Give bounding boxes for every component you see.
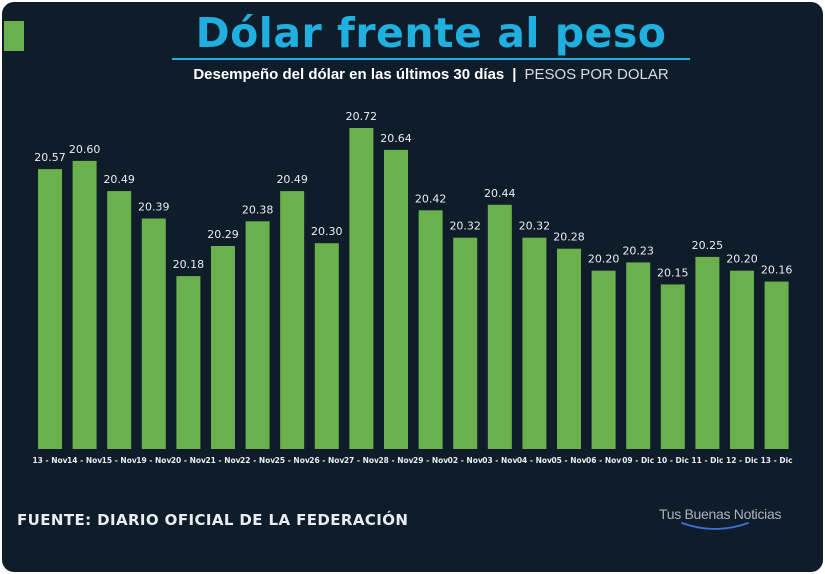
chart-subtitle: Desempeño del dólar en las últimos 30 dí… xyxy=(162,64,700,86)
chart-title: Dólar frente al peso xyxy=(195,9,667,57)
value-label: 20.57 xyxy=(34,151,66,164)
category-label: 11 - Dic xyxy=(691,456,723,465)
category-label: 02 - Nov xyxy=(448,456,483,465)
bar-1 xyxy=(38,169,62,449)
bar-3 xyxy=(107,191,132,449)
title-underline xyxy=(172,58,690,60)
category-label: 20 - Nov xyxy=(171,456,206,465)
value-label: 20.16 xyxy=(761,264,793,277)
value-label: 20.49 xyxy=(103,173,135,186)
bar-17 xyxy=(591,270,616,449)
bar-16 xyxy=(557,248,581,449)
category-label: 28 - Nov xyxy=(378,456,413,465)
bar-14 xyxy=(487,204,512,449)
bar-11 xyxy=(384,149,408,449)
value-label: 20.29 xyxy=(207,228,239,241)
value-label: 20.15 xyxy=(657,266,689,279)
bar-10 xyxy=(349,128,374,449)
category-label: 21 - Nov xyxy=(205,456,240,465)
subtitle-text: Desempeño del dólar en las últimos 30 dí… xyxy=(193,66,505,83)
value-label: 20.39 xyxy=(138,201,170,214)
value-label: 20.42 xyxy=(415,192,447,205)
category-label: 27 - Nov xyxy=(344,456,379,465)
value-label: 20.72 xyxy=(346,110,378,123)
category-label: 15 - Nov xyxy=(102,456,137,465)
value-label: 20.18 xyxy=(173,258,205,271)
value-label: 20.32 xyxy=(519,220,551,233)
bar-22 xyxy=(764,281,789,449)
category-label: 09 - Dic xyxy=(622,456,654,465)
value-label: 20.32 xyxy=(449,220,481,233)
category-label: 12 - Dic xyxy=(726,456,758,465)
bar-21 xyxy=(730,270,754,449)
value-label: 20.20 xyxy=(726,253,758,266)
bar-7 xyxy=(245,221,270,449)
category-label: 25 - Nov xyxy=(275,456,310,465)
bar-20 xyxy=(695,256,720,449)
bar-15 xyxy=(522,237,547,449)
bar-6 xyxy=(211,246,235,449)
corner-accent-square xyxy=(4,21,24,51)
category-label: 10 - Dic xyxy=(657,456,689,465)
category-label: 22 - Nov xyxy=(240,456,275,465)
value-label: 20.44 xyxy=(484,187,516,200)
category-label: 13 - Dic xyxy=(761,456,793,465)
value-label: 20.28 xyxy=(553,231,585,244)
value-label: 20.38 xyxy=(242,203,274,216)
unit-label: PESOS POR DOLAR xyxy=(524,66,669,83)
value-label: 20.20 xyxy=(588,253,620,266)
subtitle-separator: | xyxy=(512,66,517,83)
logo-text: Tus Buenas Noticias xyxy=(659,506,782,522)
bar-19 xyxy=(660,284,685,449)
category-label: 04 - Nov xyxy=(517,456,552,465)
category-label: 26 - Nov xyxy=(309,456,344,465)
category-label: 06 - Nov xyxy=(586,456,621,465)
category-label: 05 - Nov xyxy=(551,456,586,465)
value-label: 20.23 xyxy=(622,244,654,257)
bar-8 xyxy=(280,191,305,449)
category-label: 29 - Nov xyxy=(413,456,448,465)
category-label: 19 - Nov xyxy=(136,456,171,465)
category-label: 13 - Nov xyxy=(32,456,67,465)
value-label: 20.25 xyxy=(692,239,724,252)
value-label: 20.64 xyxy=(380,132,412,145)
value-label: 20.60 xyxy=(69,143,101,156)
value-label: 20.49 xyxy=(276,173,308,186)
category-label: 03 - Nov xyxy=(482,456,517,465)
bar-5 xyxy=(176,276,201,449)
bar-9 xyxy=(314,243,339,449)
source-note: FUENTE: DIARIO OFICIAL DE LA FEDERACIÓN xyxy=(17,511,409,529)
bar-18 xyxy=(626,262,651,449)
bar-2 xyxy=(72,160,97,449)
bar-13 xyxy=(453,237,478,449)
bar-4 xyxy=(141,218,166,449)
publisher-logo: Tus Buenas Noticias xyxy=(652,506,792,534)
value-label: 20.30 xyxy=(311,225,343,238)
logo-arc-icon xyxy=(681,522,749,530)
category-label: 14 - Nov xyxy=(67,456,102,465)
bar-12 xyxy=(418,210,443,449)
